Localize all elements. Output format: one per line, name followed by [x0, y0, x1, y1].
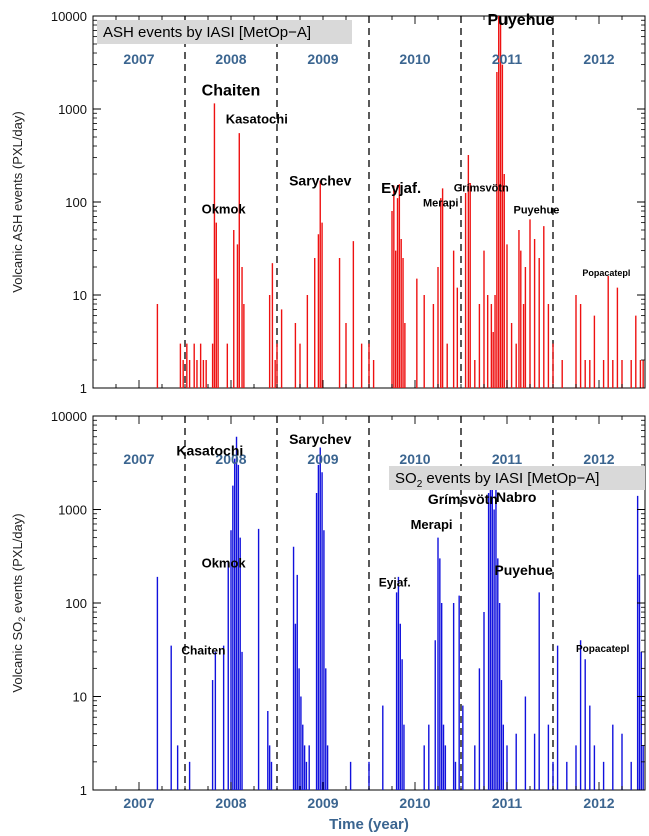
year-label: 2011 [492, 51, 523, 67]
so2-title-box: SO2 events by IASI [MetOp−A] [389, 466, 645, 490]
y-tick-label: 1 [80, 381, 87, 396]
year-label: 2008 [215, 451, 246, 467]
y-tick-label: 1000 [58, 503, 87, 518]
y-tick-label: 1000 [58, 102, 87, 117]
annotation-label: Sarychev [289, 173, 351, 189]
annotation-label: Eyjaf. [381, 180, 421, 197]
year-label: 2007 [123, 51, 154, 67]
annotation-label: Okmok [202, 555, 247, 570]
so2-title-suffix: events by IASI [MetOp−A] [422, 470, 599, 487]
so2-title-background [389, 466, 645, 490]
ash-year-labels: 2007 2008 2009 2010 2011 2012 [123, 51, 614, 67]
so2-chart-title: SO2 events by IASI [MetOp−A] [395, 470, 599, 490]
year-label: 2011 [492, 451, 523, 467]
x-tick-label: 2011 [492, 795, 523, 811]
ash-y-axis-label: Volcanic ASH events (PXL/day) [10, 111, 25, 292]
annotation-label: Eyjaf. [379, 576, 411, 590]
ash-panel: 1 10 100 1000 10000 2007 2008 2009 2010 2011 2012… [10, 9, 646, 396]
annotation-label: Chaiten [202, 82, 261, 99]
so2-x-axis: 2007 2008 2009 2010 2011 2012 [123, 795, 614, 811]
ash-chart-title: ASH events by IASI [MetOp−A] [103, 24, 311, 41]
year-label: 2009 [307, 51, 338, 67]
so2-annotations: Kasatochi Sarychev Okmok Chaiten Eyjaf. Merap… [176, 431, 629, 658]
annotation-label: Kasatochi [226, 111, 288, 126]
so2-y-axis: 1 10 100 1000 10000 [51, 409, 646, 798]
annotation-label: Nabro [496, 489, 536, 505]
ash-year-separators [184, 16, 554, 388]
annotation-label: Chaiten [181, 644, 225, 658]
so2-ylabel-suffix: events (PXL/day) [10, 513, 25, 616]
so2-ylabel-prefix: Volcanic SO [10, 622, 25, 693]
annotation-label: Puyehue [494, 562, 553, 578]
y-tick-label: 100 [65, 596, 87, 611]
annotation-label: Grímsvötn [428, 491, 498, 507]
ash-annotations: Chaiten Kasatochi Okmok Sarychev Eyjaf.Merap… [202, 12, 631, 278]
ash-title-background [97, 20, 352, 44]
so2-bars [156, 436, 644, 790]
year-label: 2010 [399, 451, 430, 467]
x-tick-label: 2010 [399, 795, 430, 811]
y-tick-label: 10 [73, 690, 87, 705]
year-label: 2012 [583, 451, 614, 467]
x-tick-label: 2008 [215, 795, 246, 811]
annotation-label: Puyehue [487, 12, 554, 29]
annotation-label: Kasatochi [176, 442, 243, 458]
annotation-label: Puyehue [514, 205, 560, 217]
x-axis-title: Time (year) [329, 816, 409, 833]
annotation-label: Sarychev [289, 431, 351, 447]
annotation-label: Merapi [423, 197, 458, 209]
year-label: 2012 [583, 51, 614, 67]
so2-panel: 1 10 100 1000 10000 2007 2008 2009 2010 2011 2012… [10, 409, 646, 833]
so2-title-subscript: 2 [417, 479, 423, 490]
y-tick-label: 10000 [51, 9, 87, 24]
year-label: 2007 [123, 451, 154, 467]
year-label: 2008 [215, 51, 246, 67]
ash-bars [156, 16, 644, 388]
so2-year-labels: 2007 2008 2009 2010 2011 2012 [123, 451, 614, 467]
y-tick-label: 1 [80, 783, 87, 798]
x-tick-label: 2007 [123, 795, 154, 811]
ash-title-box: ASH events by IASI [MetOp−A] [97, 20, 352, 44]
y-tick-label: 10000 [51, 409, 87, 424]
so2-y-axis-label: Volcanic SO2 events (PXL/day) [10, 513, 27, 692]
year-label: 2009 [307, 451, 338, 467]
x-tick-label: 2009 [307, 795, 338, 811]
annotation-label: Grímsvötn [454, 182, 509, 194]
so2-title-prefix: SO [395, 470, 417, 487]
y-tick-label: 100 [65, 195, 87, 210]
year-label: 2010 [399, 51, 430, 67]
y-tick-label: 10 [73, 288, 87, 303]
so2-ylabel-subscript: 2 [17, 617, 27, 622]
annotation-label: Popacatepl [576, 644, 630, 655]
ash-y-axis: 1 10 100 1000 10000 [51, 9, 646, 396]
annotation-label: Popacatepl [582, 268, 630, 278]
annotation-label: Okmok [202, 202, 247, 217]
x-tick-label: 2012 [583, 795, 614, 811]
annotation-label: Merapi [411, 517, 453, 532]
